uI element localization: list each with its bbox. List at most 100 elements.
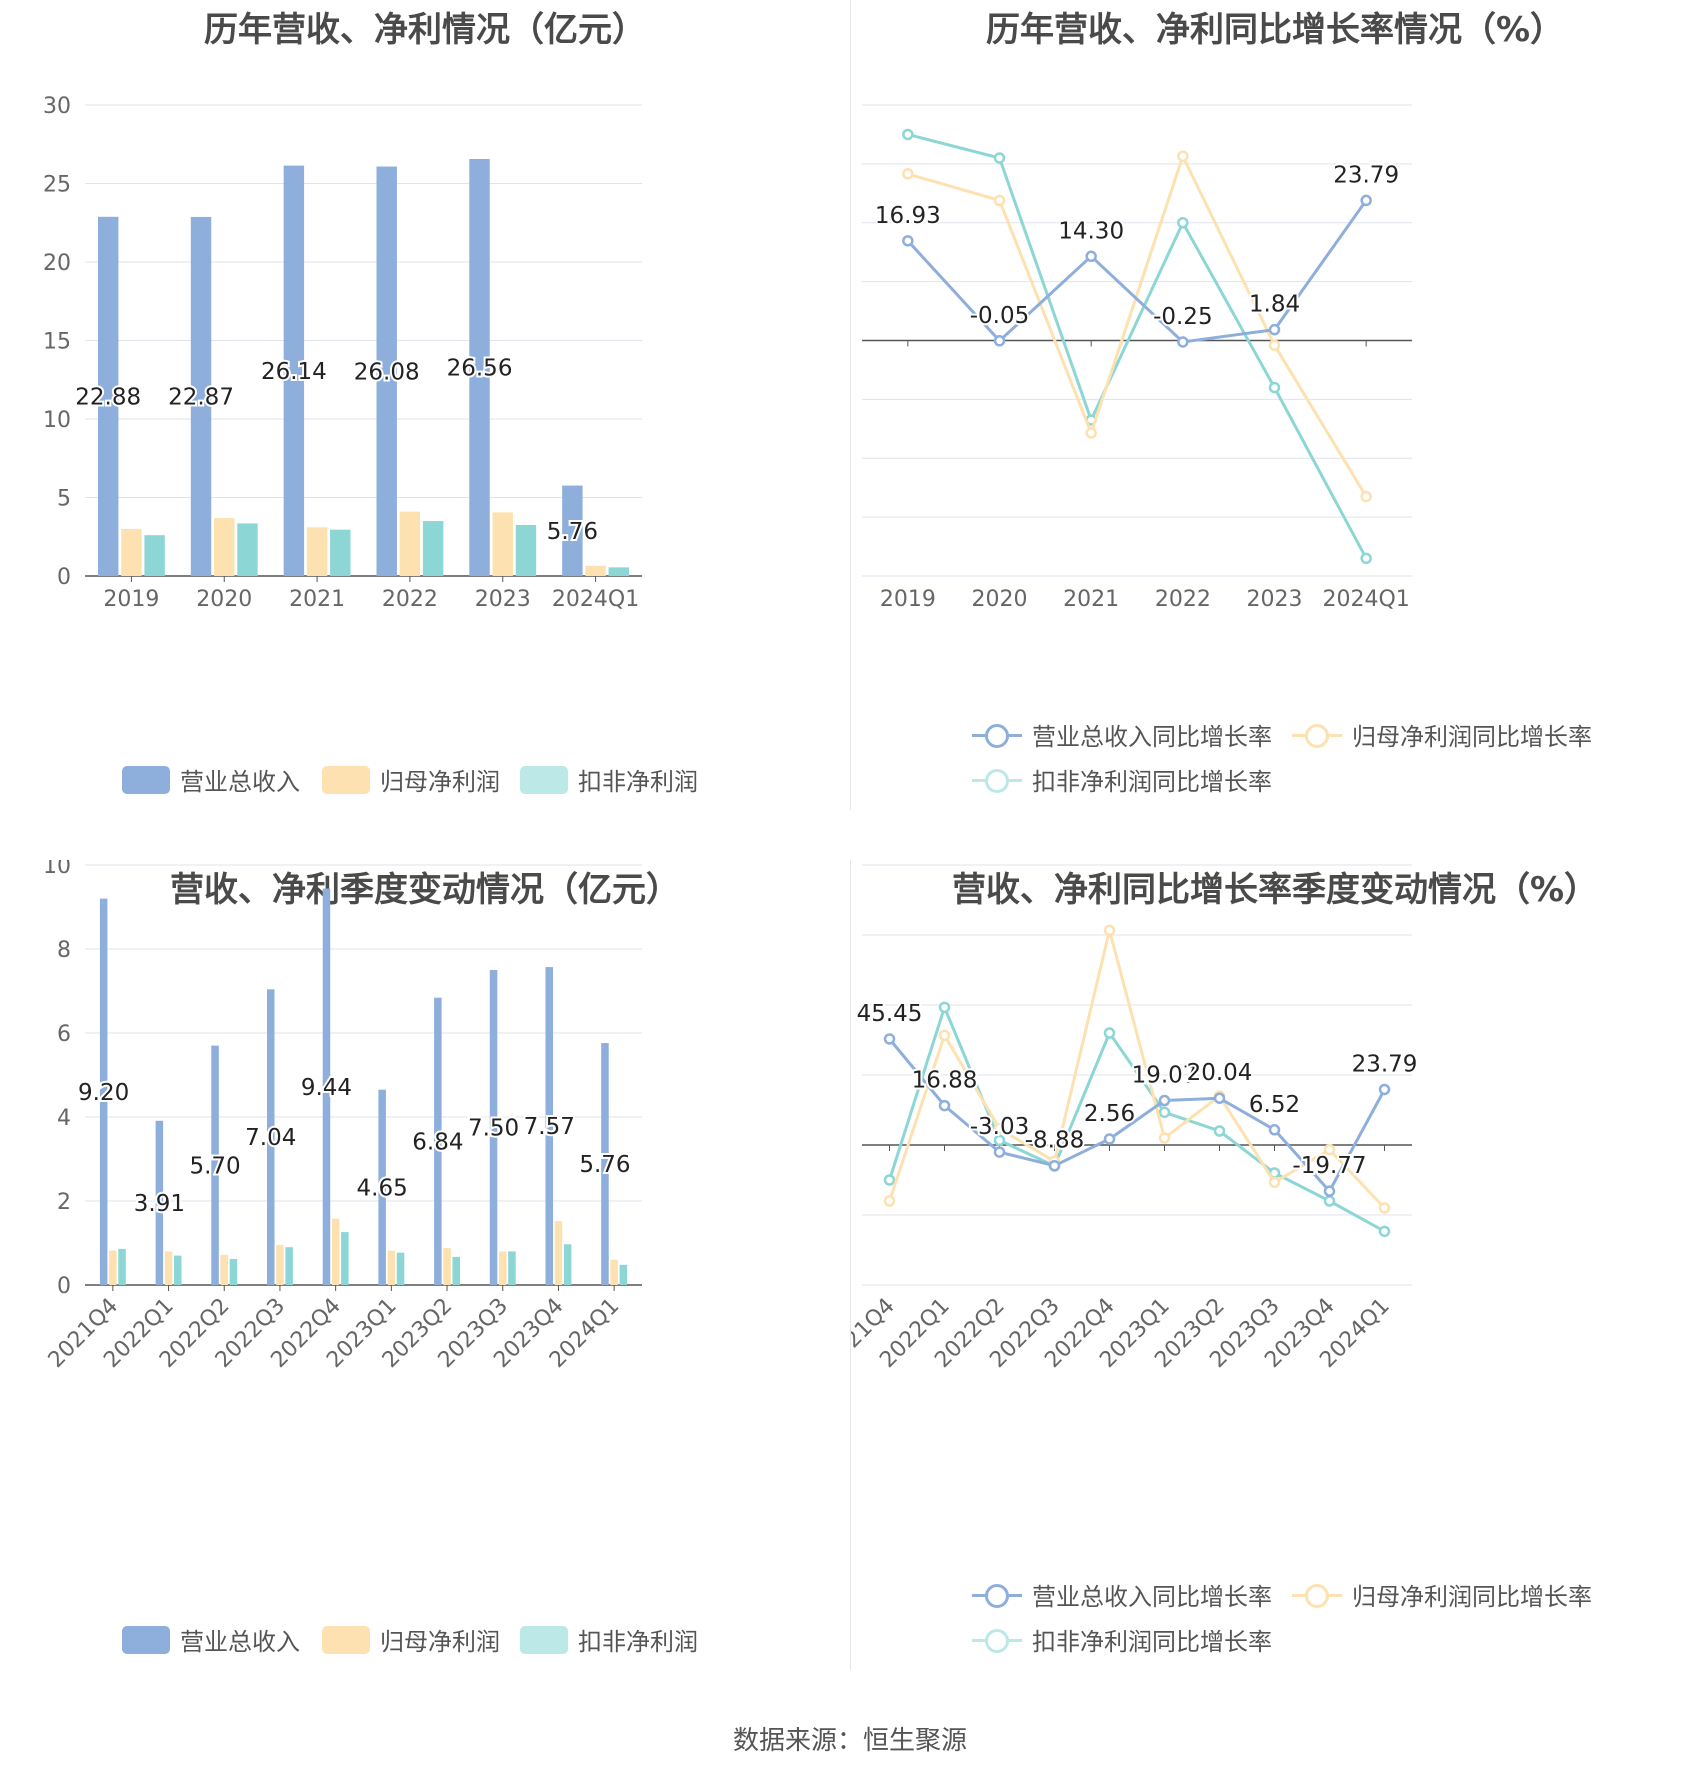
legend-swatch (122, 1625, 170, 1654)
x-tick-label: 2019 (880, 587, 936, 612)
series-line-net-profit (888, 929, 1386, 1210)
legend-swatch (520, 1625, 568, 1654)
plot-shift: -40-30-20-100102030402019202020212022202… (862, 104, 1412, 612)
data-label: 6.84 (412, 1129, 463, 1155)
x-tick-label: 2022 (1155, 587, 1211, 612)
bar-net-profit (331, 1218, 340, 1285)
data-label: 1.84 (1249, 292, 1300, 318)
data-label: -3.03 (970, 1114, 1030, 1140)
point-revenue (1085, 250, 1097, 263)
legend-item-revenue-growth[interactable]: 营业总收入同比增长率 (972, 717, 1272, 752)
point-deducted-profit (993, 1134, 1006, 1147)
bar-net-profit (585, 565, 606, 576)
point-revenue (902, 235, 914, 247)
panel-quarterly-growth: 营收、净利同比增长率季度变动情况（%） -60-3003060901202021… (850, 860, 1700, 1720)
point-deducted-profit (938, 1001, 951, 1014)
panel-quarterly-revenue-profit: 营收、净利季度变动情况（亿元） 0 2 4 6 8 10 2021Q4 2022Q1 2022Q… (0, 860, 850, 1720)
data-label: 23.79 (1352, 1051, 1418, 1077)
point-deducted-profit (1213, 1125, 1226, 1137)
point-deducted-profit (883, 1174, 896, 1186)
data-label: 22.88 (75, 384, 141, 410)
point-revenue (1177, 336, 1189, 348)
point-revenue (1268, 323, 1281, 336)
data-label: 6.52 (1249, 1092, 1300, 1118)
legend-item-net-profit-growth[interactable]: 归母净利润同比增长率 (1292, 1577, 1592, 1612)
bar-deducted-profit (619, 1264, 628, 1285)
legend-item-deducted-profit[interactable]: 扣非净利润 (520, 762, 698, 797)
x-tick-label: 2021 (289, 587, 345, 612)
legend-swatch (322, 765, 370, 794)
point-revenue (1213, 1092, 1226, 1104)
bar-revenue (545, 967, 554, 1285)
line-chart-annual-growth: -40-30-20-100102030402019202020212022202… (862, 104, 1412, 612)
legend-item-deducted-growth[interactable]: 扣非净利润同比增长率 (972, 1622, 1272, 1657)
point-revenue (1268, 1124, 1281, 1136)
point-net-profit (993, 1122, 1006, 1135)
bar-revenue (266, 989, 275, 1285)
y-tick-label: 0 (57, 565, 71, 590)
legend-label: 归母净利润同比增长率 (1352, 723, 1592, 751)
point-net-profit (1103, 924, 1116, 937)
legend-item-net-profit-growth[interactable]: 归母净利润同比增长率 (1292, 717, 1592, 752)
bar-deducted-profit (144, 535, 165, 576)
point-deducted-profit (1323, 1195, 1336, 1207)
y-tick-label: 25 (43, 173, 71, 198)
point-revenue (1048, 1159, 1061, 1172)
y-tick-label: 5 (57, 487, 71, 512)
legend-item-deducted-growth[interactable]: 扣非净利润同比增长率 (972, 762, 1272, 797)
legend-label: 营业总收入 (180, 1628, 300, 1656)
legend-item-net-profit[interactable]: 归母净利润 (322, 762, 500, 797)
point-deducted-profit (1360, 552, 1372, 565)
plot-shift: -60-3003060901202021Q42022Q12022Q22022Q3… (850, 864, 1419, 1373)
legend-item-net-profit[interactable]: 归母净利润 (322, 1622, 500, 1657)
legend-item-revenue[interactable]: 营业总收入 (122, 762, 300, 797)
bar-deducted-profit (118, 1248, 126, 1285)
bar-deducted-profit (422, 521, 444, 576)
legend-item-revenue[interactable]: 营业总收入 (122, 1622, 300, 1657)
data-label: 3.91 (134, 1191, 185, 1217)
y-tick-label: 6 (57, 1022, 71, 1047)
bar-revenue (469, 159, 490, 576)
point-revenue (1103, 1133, 1116, 1145)
y-tick-label: 30 (43, 94, 71, 119)
data-label: -19.77 (1292, 1153, 1366, 1179)
data-label: 26.14 (261, 359, 327, 385)
legend-swatch (972, 1581, 1022, 1609)
point-revenue (883, 1033, 896, 1045)
y-tick-label: 2 (57, 1190, 71, 1215)
bar-deducted-profit (229, 1258, 238, 1285)
point-net-profit (902, 168, 914, 180)
y-tick-label: 0 (57, 1274, 71, 1299)
point-net-profit (993, 194, 1006, 207)
x-tick-label: 2021 (1063, 587, 1119, 612)
data-label: 9.44 (301, 1075, 352, 1101)
point-net-profit (1177, 150, 1189, 162)
legend-item-revenue-growth[interactable]: 营业总收入同比增长率 (972, 1577, 1272, 1612)
series-line-deducted-profit (907, 132, 1368, 560)
panel-annual-revenue-profit: 历年营收、净利情况（亿元） 0 5 10 15 20 25 30 2019 2020 2021 20… (0, 0, 850, 860)
x-tick-label: 2023 (1247, 587, 1303, 612)
point-net-profit (1268, 339, 1281, 351)
bar-revenue (99, 898, 108, 1285)
y-tick-label: 15 (43, 330, 71, 355)
legend-swatch (972, 766, 1022, 794)
bar-chart-annual: 0 5 10 15 20 25 30 2019 2020 2021 2022 2023 2024Q1 22… (43, 94, 642, 612)
point-revenue (993, 335, 1006, 347)
data-label: 26.08 (354, 359, 420, 385)
legend-label: 扣非净利润 (578, 1628, 698, 1656)
point-net-profit (1085, 427, 1097, 439)
chart-title: 营收、净利季度变动情况（亿元） (170, 870, 680, 910)
y-tick-label: 20 (43, 251, 71, 276)
bar-revenue (376, 166, 397, 576)
data-label: 5.70 (189, 1153, 240, 1179)
bar-net-profit (610, 1259, 618, 1285)
data-label: 5.76 (547, 519, 598, 545)
x-tick-label: 2022 (382, 587, 438, 612)
bar-deducted-profit (515, 524, 537, 576)
legend-item-deducted-profit[interactable]: 扣非净利润 (520, 1622, 698, 1657)
data-label: 16.93 (875, 203, 941, 229)
bar-net-profit (387, 1250, 396, 1285)
point-net-profit (1378, 1202, 1391, 1214)
data-label: 14.30 (1058, 218, 1124, 244)
data-label: -0.05 (970, 303, 1030, 329)
